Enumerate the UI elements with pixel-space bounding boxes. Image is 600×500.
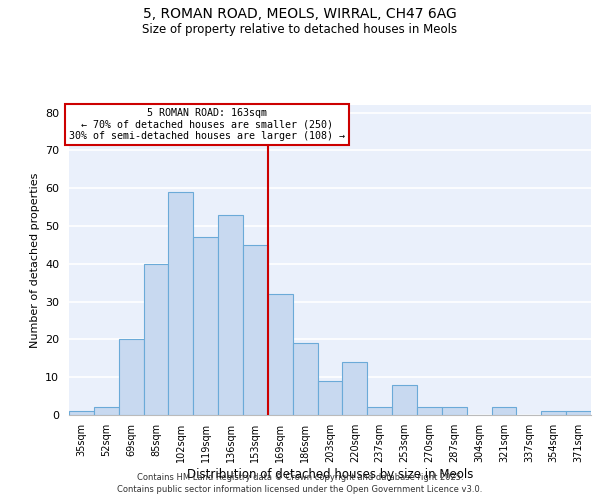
Text: Size of property relative to detached houses in Meols: Size of property relative to detached ho… — [142, 22, 458, 36]
Bar — [491, 408, 517, 415]
Text: Contains public sector information licensed under the Open Government Licence v3: Contains public sector information licen… — [118, 485, 482, 494]
Bar — [169, 192, 193, 415]
Bar — [541, 411, 566, 415]
Bar — [293, 343, 317, 415]
Text: Contains HM Land Registry data © Crown copyright and database right 2025.: Contains HM Land Registry data © Crown c… — [137, 472, 463, 482]
Bar — [343, 362, 367, 415]
Bar — [392, 385, 417, 415]
Bar — [193, 238, 218, 415]
Bar — [268, 294, 293, 415]
Bar — [218, 214, 243, 415]
Text: 5 ROMAN ROAD: 163sqm
← 70% of detached houses are smaller (250)
30% of semi-deta: 5 ROMAN ROAD: 163sqm ← 70% of detached h… — [70, 108, 346, 142]
Bar — [94, 408, 119, 415]
Bar — [442, 408, 467, 415]
X-axis label: Distribution of detached houses by size in Meols: Distribution of detached houses by size … — [187, 468, 473, 480]
Bar — [69, 411, 94, 415]
Bar — [119, 340, 143, 415]
Bar — [143, 264, 169, 415]
Text: 5, ROMAN ROAD, MEOLS, WIRRAL, CH47 6AG: 5, ROMAN ROAD, MEOLS, WIRRAL, CH47 6AG — [143, 8, 457, 22]
Bar — [367, 408, 392, 415]
Y-axis label: Number of detached properties: Number of detached properties — [29, 172, 40, 348]
Bar — [566, 411, 591, 415]
Bar — [243, 245, 268, 415]
Bar — [417, 408, 442, 415]
Bar — [317, 381, 343, 415]
